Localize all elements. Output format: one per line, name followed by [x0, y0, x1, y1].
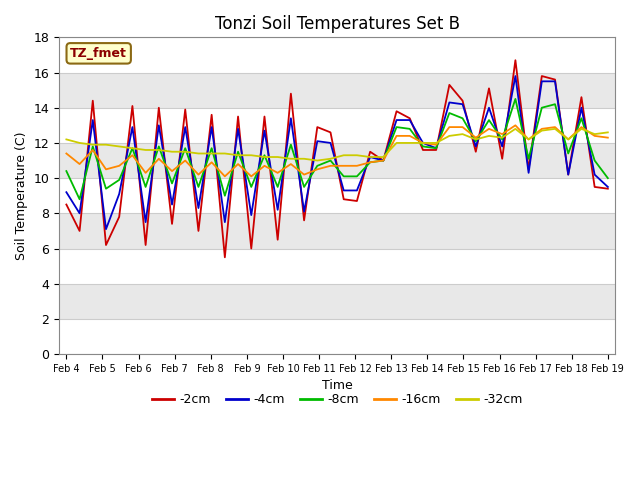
Bar — [59, 72, 615, 108]
Bar — [59, 143, 615, 178]
Text: TZ_fmet: TZ_fmet — [70, 47, 127, 60]
Bar — [59, 178, 615, 213]
Bar — [59, 284, 615, 319]
Bar — [59, 108, 615, 143]
Legend: -2cm, -4cm, -8cm, -16cm, -32cm: -2cm, -4cm, -8cm, -16cm, -32cm — [147, 388, 527, 411]
Bar — [59, 249, 615, 284]
Y-axis label: Soil Temperature (C): Soil Temperature (C) — [15, 132, 28, 260]
X-axis label: Time: Time — [322, 379, 353, 393]
Bar — [59, 213, 615, 249]
Bar — [59, 37, 615, 72]
Bar — [59, 319, 615, 354]
Title: Tonzi Soil Temperatures Set B: Tonzi Soil Temperatures Set B — [214, 15, 460, 33]
